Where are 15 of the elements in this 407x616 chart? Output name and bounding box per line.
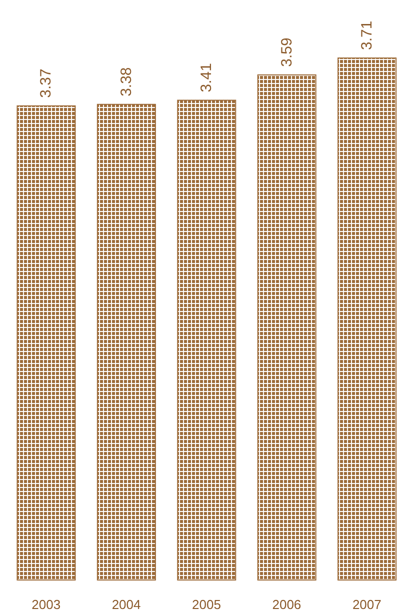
bar [96,104,156,580]
data-label: 3.71 [358,20,376,50]
x-tick-label: 2005 [192,597,221,612]
bar [257,74,316,580]
x-tick-label: 2007 [352,597,382,612]
bar [177,100,236,580]
data-label: 3.37 [38,68,55,98]
bar [16,105,76,580]
x-tick-label: 2006 [272,597,302,612]
data-label: 3.59 [278,38,296,67]
bar [338,58,397,580]
data-label: 3.38 [118,67,135,96]
x-tick-label: 2003 [32,597,61,612]
x-tick-label: 2004 [112,597,141,612]
data-label: 3.41 [198,63,216,92]
